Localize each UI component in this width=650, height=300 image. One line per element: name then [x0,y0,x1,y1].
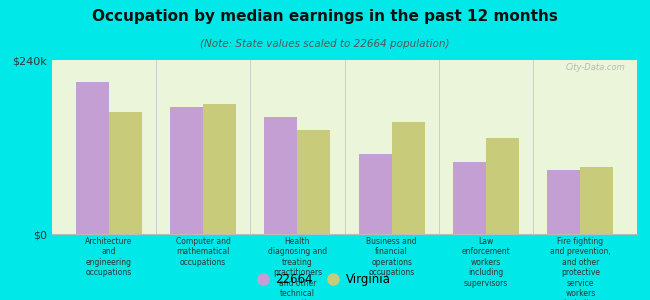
Text: Fire fighting
and prevention,
and other
protective
service
workers
including
sup: Fire fighting and prevention, and other … [550,237,611,300]
Bar [203,103,236,234]
Text: Health
diagnosing and
treating
practitioners
and other
technical
occupations: Health diagnosing and treating practitio… [268,237,327,300]
Bar [170,107,203,234]
Text: Business and
financial
operations
occupations: Business and financial operations occupa… [367,237,417,277]
Bar [392,122,424,234]
Bar [109,112,142,234]
Bar [547,170,580,234]
Bar [580,167,614,234]
Text: (Note: State values scaled to 22664 population): (Note: State values scaled to 22664 popu… [200,39,450,49]
Bar [359,154,392,234]
Bar [75,82,109,234]
Bar [297,130,330,234]
Legend: 22664, Virginia: 22664, Virginia [255,269,395,291]
Bar [453,161,486,234]
Text: Computer and
mathematical
occupations: Computer and mathematical occupations [176,237,230,267]
Bar [486,138,519,234]
Bar [265,116,297,234]
Text: Occupation by median earnings in the past 12 months: Occupation by median earnings in the pas… [92,9,558,24]
Text: Architecture
and
engineering
occupations: Architecture and engineering occupations [85,237,132,277]
Text: Law
enforcement
workers
including
supervisors: Law enforcement workers including superv… [462,237,510,288]
Text: City-Data.com: City-Data.com [566,64,625,73]
